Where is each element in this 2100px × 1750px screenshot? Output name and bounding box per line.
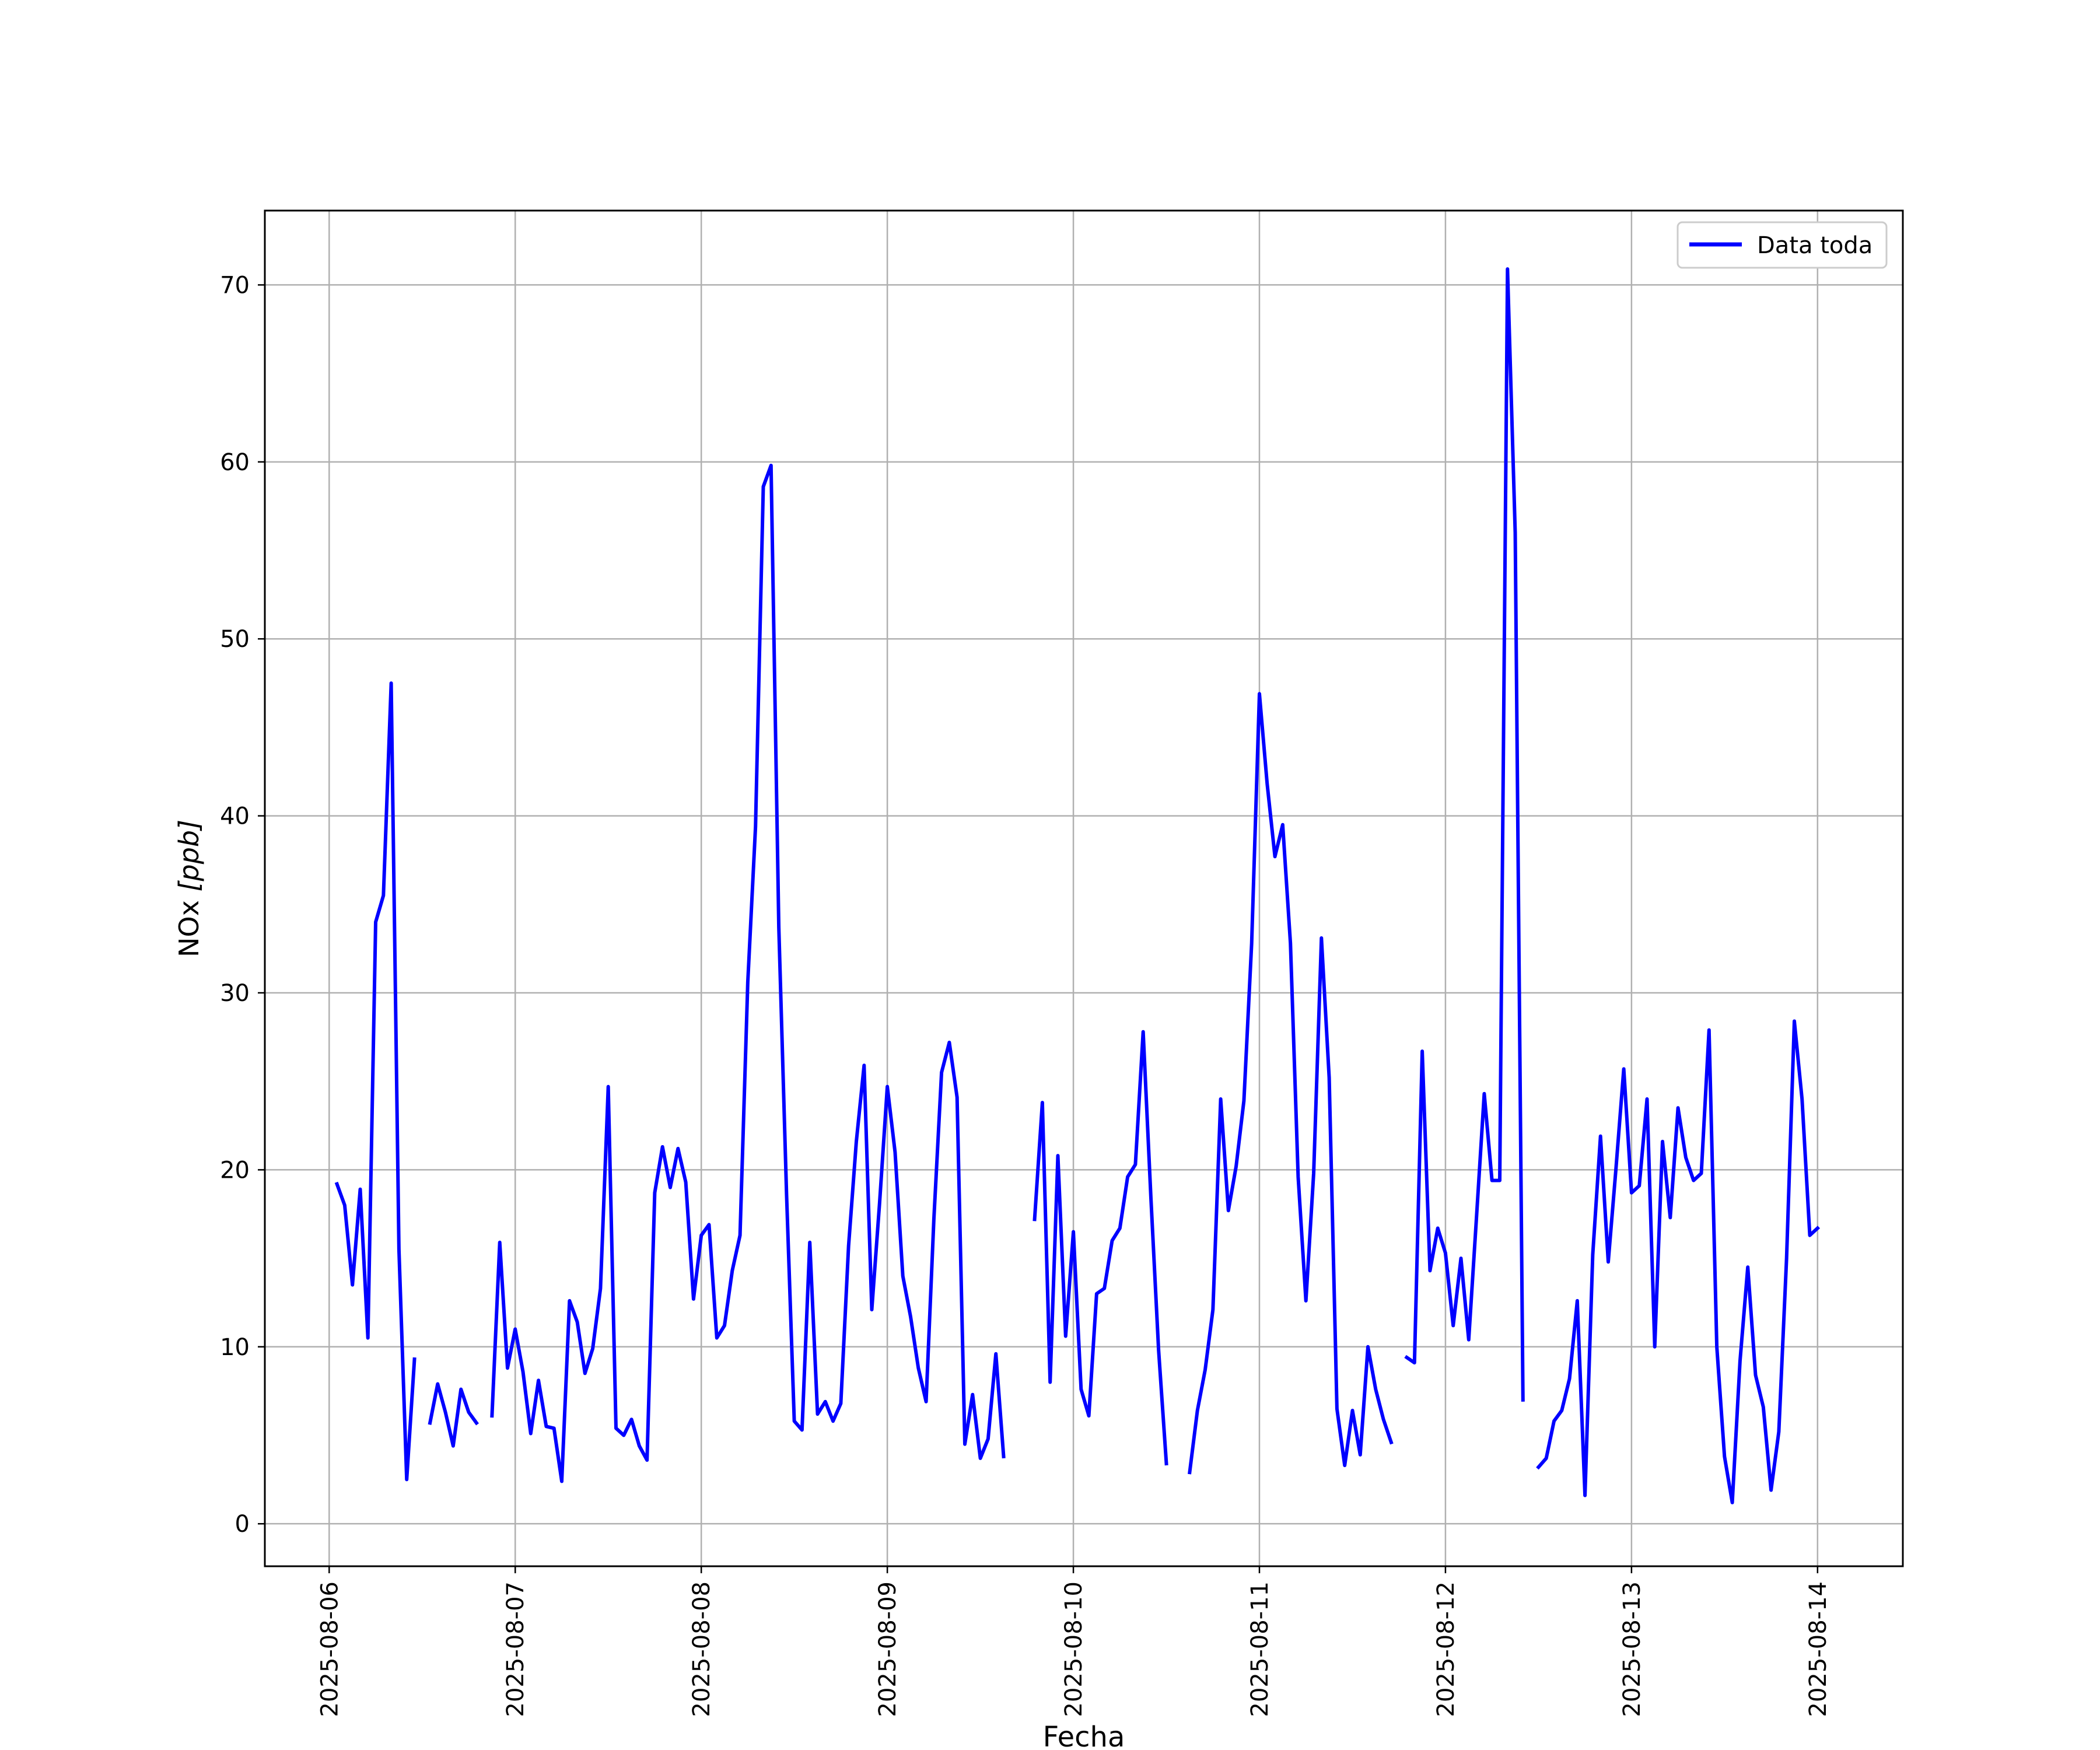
x-tick-label: 2025-08-12 [1433,1581,1460,1717]
y-tick-label: 50 [220,626,250,653]
y-axis-label-unit: [ppb] [173,820,205,892]
grid [265,211,1903,1566]
y-tick-label: 70 [220,272,250,299]
x-tick-label: 2025-08-13 [1619,1581,1646,1717]
series-line-segment [1536,1019,1821,1504]
plot-area-background [265,211,1903,1566]
series-line-segment [1188,692,1394,1475]
plot-area-frame [264,209,1904,1567]
x-tick-label: 2025-08-08 [688,1581,715,1717]
legend-frame [1676,221,1888,269]
y-tick-label: 10 [220,1334,250,1361]
x-tick-label: 2025-08-07 [502,1581,529,1717]
x-tick-label: 2025-08-10 [1060,1581,1087,1717]
series-line-segment [1032,1030,1168,1466]
x-tick-label: 2025-08-11 [1247,1581,1273,1717]
series-line-segment [428,1382,479,1448]
y-tick-label: 30 [220,980,250,1007]
series-line-segment [334,681,416,1482]
x-tick-label: 2025-08-09 [874,1581,901,1717]
series-data-toda [334,267,1821,1504]
series-line-segment [490,463,1006,1483]
y-axis-label: NOx [ppb] [173,820,205,957]
x-tick-label: 2025-08-06 [316,1581,343,1717]
x-axis-label: Fecha [1043,1721,1125,1750]
y-tick-label: 60 [220,449,250,476]
x-tick-label: 2025-08-14 [1805,1581,1832,1717]
y-tick-label: 20 [220,1157,250,1184]
y-tick-label: 0 [235,1511,250,1538]
y-axis-label-main: NOx [173,892,205,957]
legend: Data toda [1676,221,1888,269]
y-tick-label: 40 [220,803,250,830]
legend-label-data-toda: Data toda [1757,232,1873,259]
axis-ticks: 2025-08-06 2025-08-07 2025-08-08 2025-08-09… [220,272,1832,1717]
series-line-segment [1404,267,1525,1402]
